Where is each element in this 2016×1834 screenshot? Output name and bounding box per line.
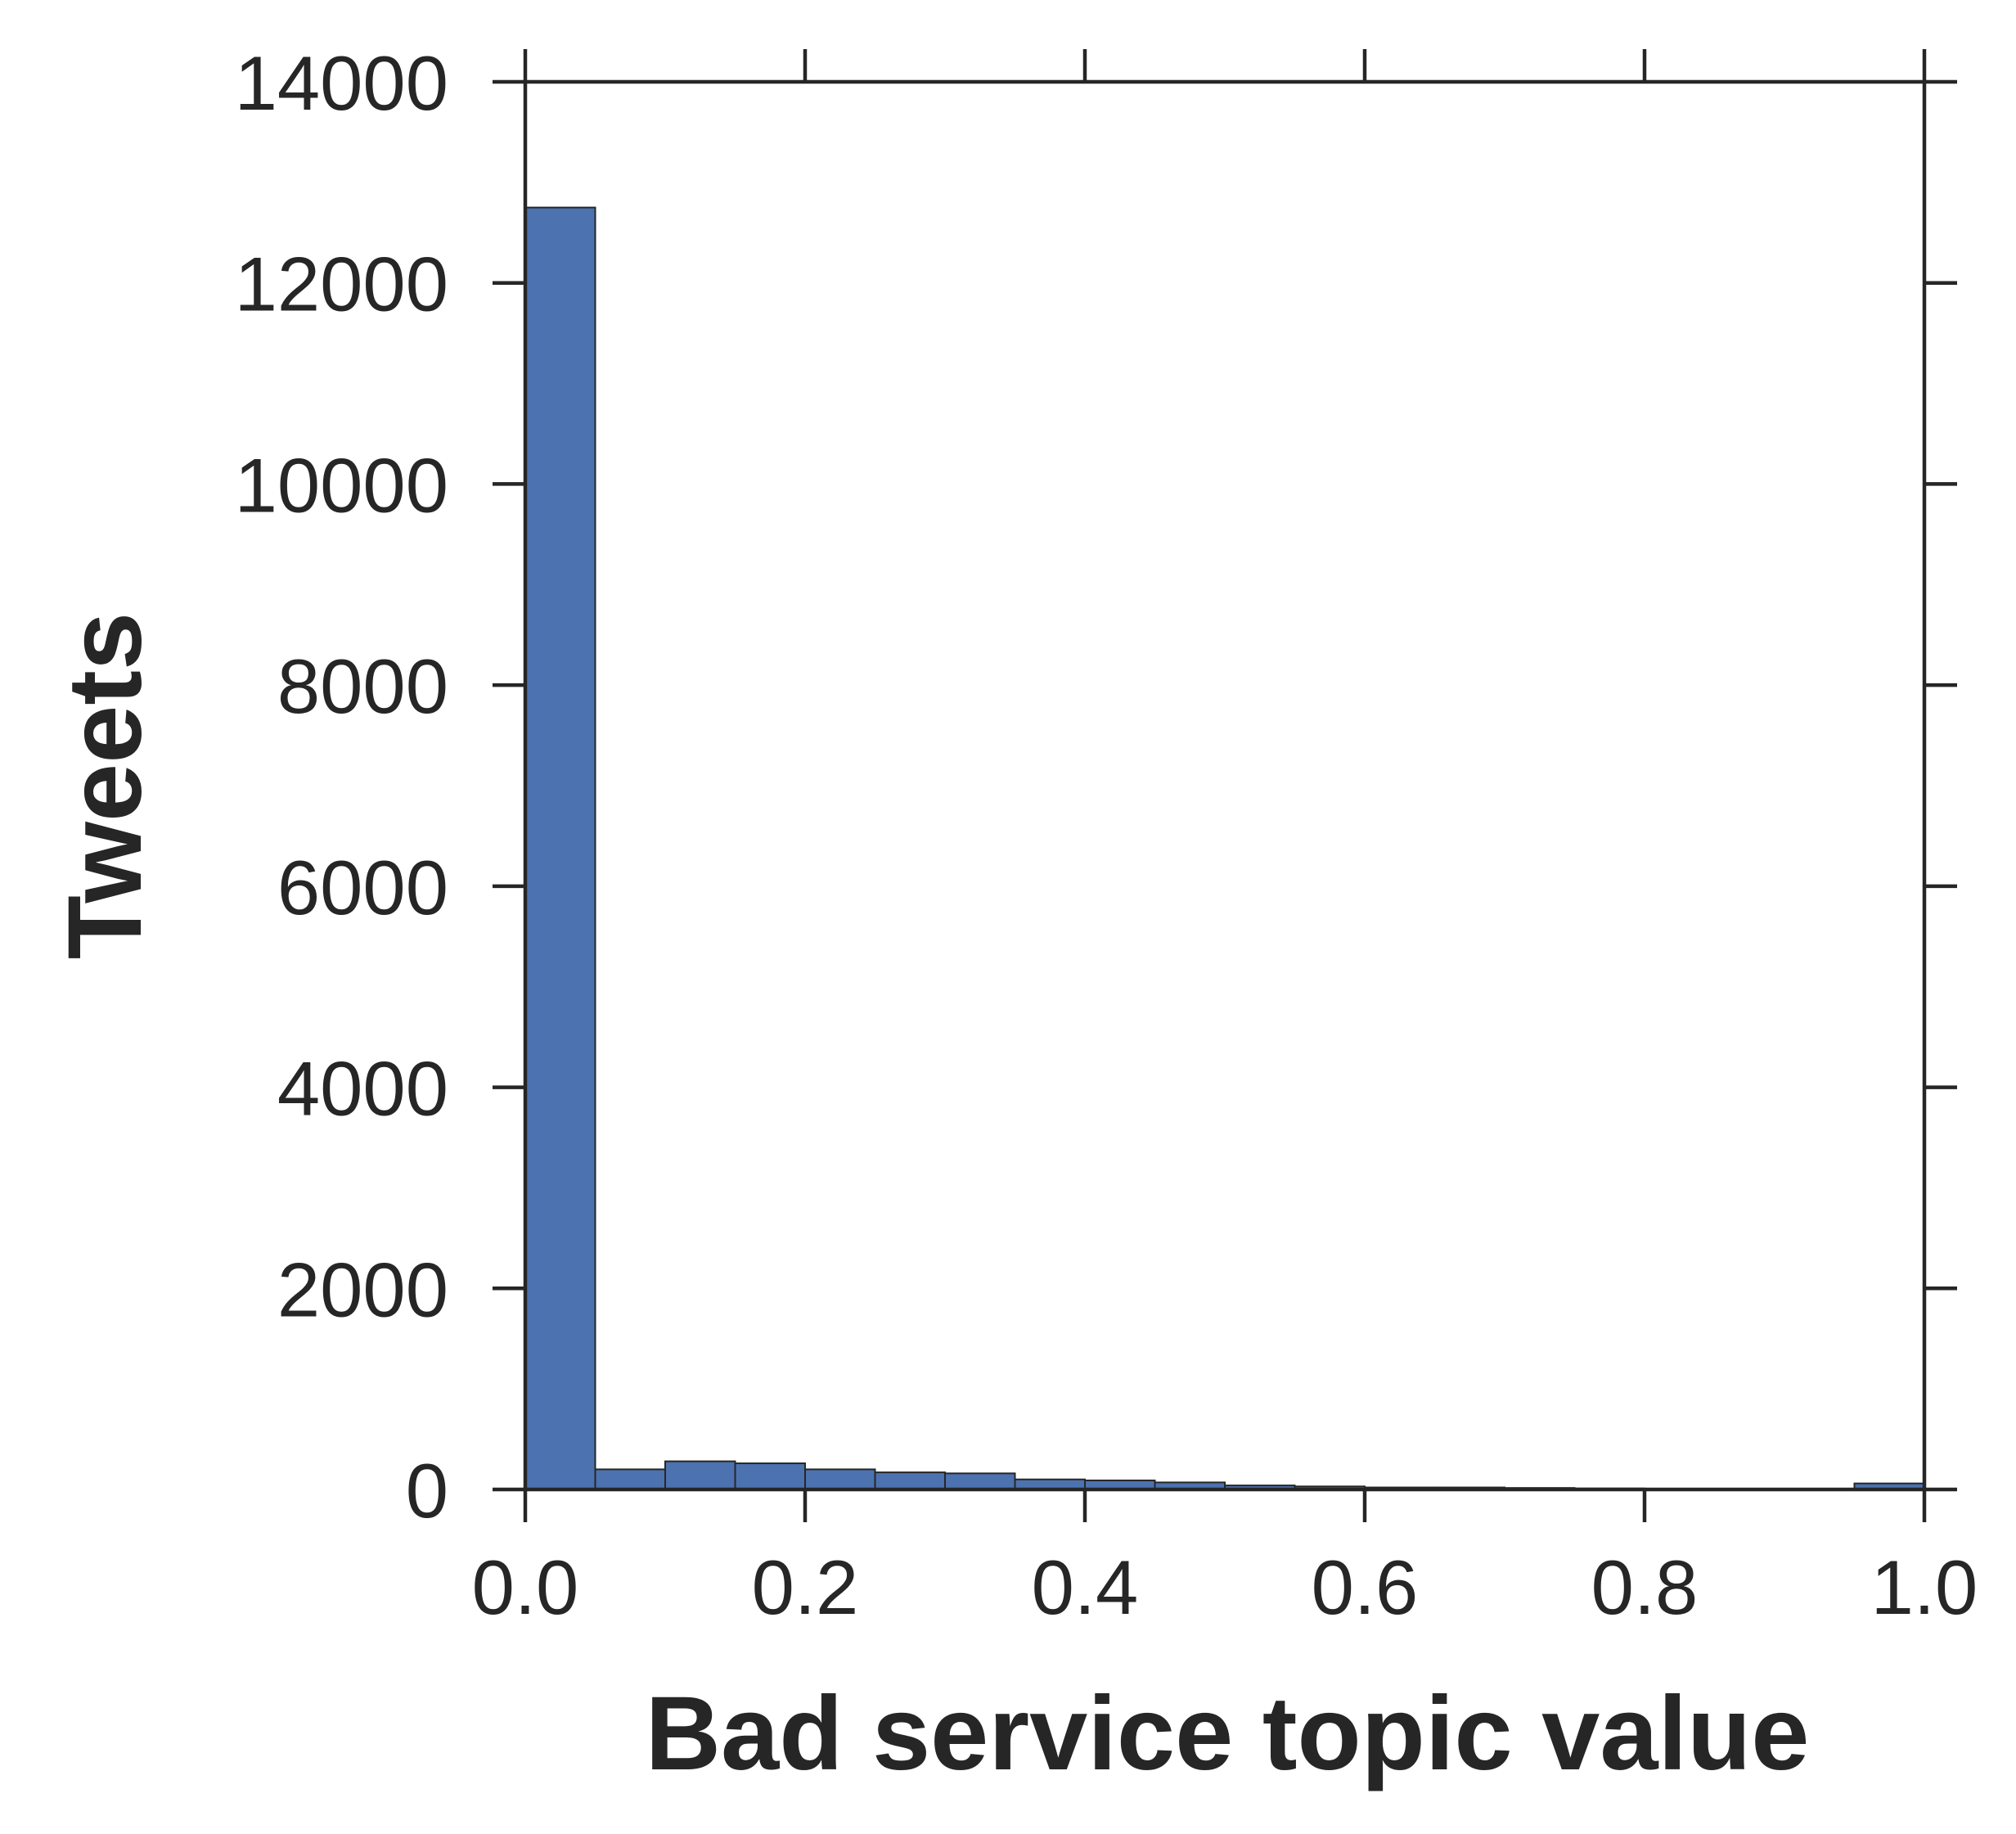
x-tick-label: 0.8: [1591, 1544, 1699, 1630]
y-axis-title: Tweets: [47, 612, 164, 959]
y-tick-label: 0: [406, 1448, 448, 1534]
plot-frame: [523, 79, 1927, 1492]
x-tick-label: 0.4: [1032, 1544, 1139, 1630]
y-tick-label: 8000: [277, 643, 448, 729]
x-tick-label: 1.0: [1871, 1544, 1978, 1630]
histogram-bar: [594, 1468, 666, 1491]
y-tick-label: 10000: [235, 442, 448, 528]
histogram-bar: [524, 206, 596, 1491]
histogram-bar: [944, 1472, 1016, 1491]
histogram-bar: [874, 1471, 946, 1490]
histogram-bar: [734, 1462, 806, 1490]
x-tick-label: 0.0: [472, 1544, 579, 1630]
histogram-bar: [804, 1468, 876, 1491]
histogram-bar: [664, 1460, 736, 1490]
x-tick-label: 0.2: [752, 1544, 859, 1630]
x-axis-ticks: 0.0 0.2 0.4 0.6 0.8 1.0: [472, 49, 1978, 1630]
y-tick-label: 6000: [277, 845, 448, 931]
x-axis-title: Bad service topic value: [646, 1675, 1810, 1792]
y-tick-label: 2000: [277, 1246, 448, 1332]
y-tick-label: 4000: [277, 1046, 448, 1132]
y-axis-ticks: 0 2000 4000 6000 8000 10000 12000 14000: [235, 40, 1957, 1534]
y-tick-label: 12000: [235, 241, 448, 327]
x-tick-label: 0.6: [1312, 1544, 1419, 1630]
y-tick-label: 14000: [235, 40, 448, 126]
